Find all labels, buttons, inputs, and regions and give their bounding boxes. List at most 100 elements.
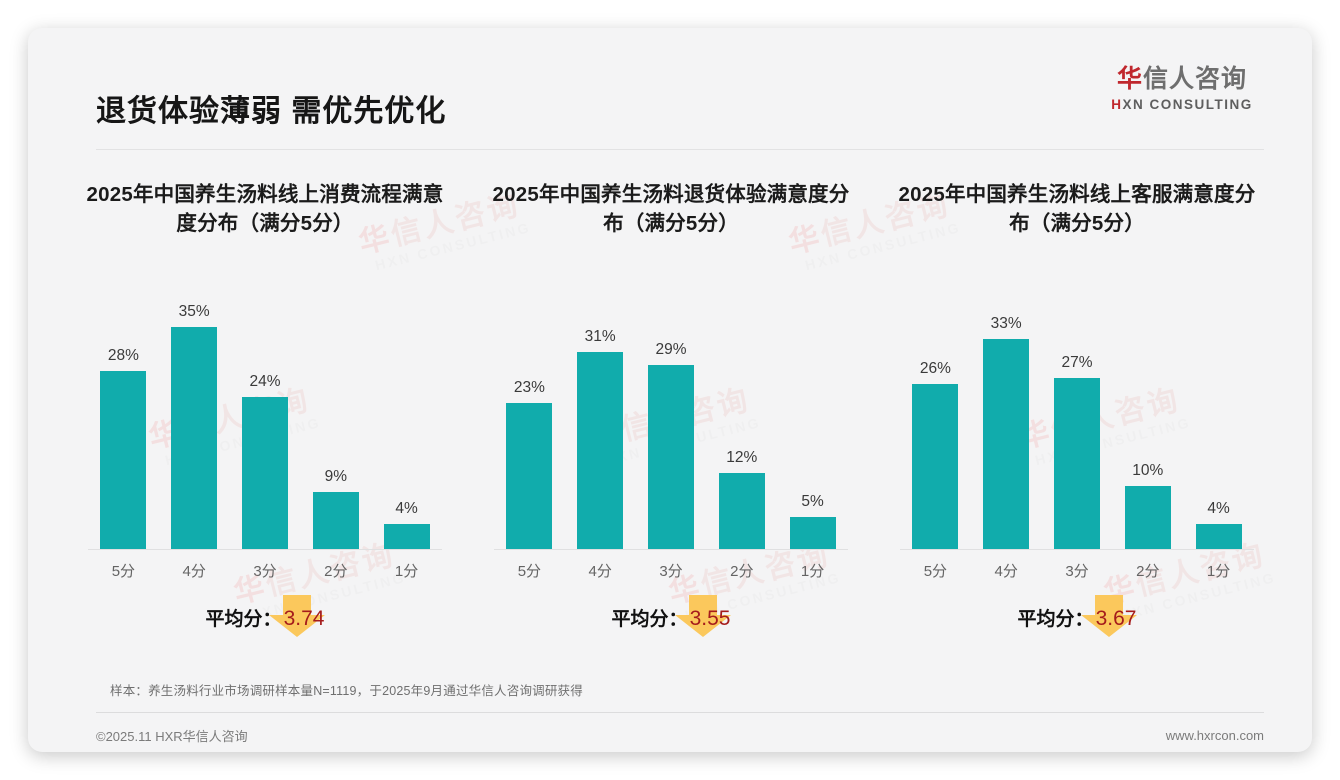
average-score-text: 平均分：3.55 (468, 604, 874, 631)
axis-tick: 3分 (253, 563, 277, 580)
header-divider (96, 149, 1264, 150)
bar-item: 4% (371, 295, 442, 549)
average-score-value: 3.74 (283, 607, 325, 630)
average-score-text: 平均分：3.74 (62, 604, 468, 631)
bar (718, 472, 765, 549)
bar-item: 23% (494, 295, 565, 549)
bar (171, 326, 218, 549)
bar-value-label: 31% (584, 328, 616, 346)
bar-value-label: 10% (1132, 461, 1164, 479)
bar-value-label: 27% (1061, 353, 1093, 371)
slide-footer: ©2025.11 HXR华信人咨询 www.hxrcon.com (96, 721, 1264, 749)
average-score-label: 平均分： (611, 609, 688, 630)
chart-panel-return-experience: 2025年中国养生汤料退货体验满意度分布（满分5分） 23% 31% 29% (468, 180, 874, 680)
average-score-value: 3.67 (1095, 607, 1137, 630)
bar (506, 402, 553, 549)
bar-item: 29% (636, 295, 707, 549)
logo-english-text: HXN CONSULTING (1111, 96, 1253, 112)
axis-tick: 5分 (923, 563, 948, 580)
bar (647, 364, 694, 549)
axis-tick: 5分 (111, 563, 136, 580)
bar-group: 23% 31% 29% 12% (494, 295, 848, 550)
axis-tick: 2分 (324, 563, 348, 580)
bar (983, 339, 1030, 549)
x-axis-ticks: 5分 4分 3分 2分 1分 (494, 550, 848, 581)
copyright-text: ©2025.11 HXR华信人咨询 (96, 728, 248, 744)
chart-panel-consumption-flow: 2025年中国养生汤料线上消费流程满意度分布（满分5分） 28% 35% 24% (62, 180, 468, 680)
x-axis-ticks: 5分 4分 3分 2分 1分 (900, 550, 1254, 581)
axis-tick: 1分 (394, 563, 419, 580)
website-text: www.hxrcon.com (1165, 727, 1264, 743)
bar (312, 491, 359, 549)
axis-tick: 5分 (517, 563, 542, 580)
bar-item: 4% (1183, 295, 1254, 549)
bar (1124, 485, 1171, 549)
axis-tick: 4分 (588, 563, 612, 580)
average-score-block: 平均分：3.55 (468, 595, 874, 637)
bar (383, 523, 430, 549)
bar-item: 31% (565, 295, 636, 549)
charts-row: 2025年中国养生汤料线上消费流程满意度分布（满分5分） 28% 35% 24% (62, 180, 1280, 680)
bar-group: 28% 35% 24% 9% (88, 295, 442, 550)
axis-tick: 3分 (659, 563, 683, 580)
bar-group: 26% 33% 27% 10% (900, 295, 1254, 550)
bar (1053, 377, 1100, 549)
axis-tick: 3分 (1065, 563, 1089, 580)
axis-tick: 4分 (994, 563, 1018, 580)
slide-header: 退货体验薄弱 需优先优化 华信人咨询 HXN CONSULTING (28, 28, 1312, 128)
average-score-value: 3.55 (689, 607, 731, 630)
bar-value-label: 24% (249, 372, 281, 390)
bar-chart-plot: 28% 35% 24% 9% (88, 295, 442, 580)
x-axis-ticks: 5分 4分 3分 2分 1分 (88, 550, 442, 581)
bar-item: 35% (159, 295, 230, 549)
bar-value-label: 4% (1207, 499, 1230, 517)
bar-item: 27% (1042, 295, 1113, 549)
axis-tick: 2分 (730, 563, 754, 580)
source-footnote: 样本：养生汤料行业市场调研样本量N=1119，于2025年9月通过华信人咨询调研… (110, 684, 583, 698)
average-score-block: 平均分：3.67 (874, 595, 1280, 637)
average-score-block: 平均分：3.74 (62, 595, 468, 637)
chart-title: 2025年中国养生汤料退货体验满意度分布（满分5分） (492, 183, 850, 236)
bar-item: 5% (777, 295, 848, 549)
company-logo: 华信人咨询 HXN CONSULTING (1092, 65, 1272, 112)
average-score-label: 平均分： (205, 609, 282, 630)
bar-value-label: 23% (513, 378, 545, 396)
footer-divider (96, 712, 1264, 713)
bar (241, 396, 288, 549)
bar-item: 9% (300, 295, 371, 549)
chart-title: 2025年中国养生汤料线上消费流程满意度分布（满分5分） (86, 183, 444, 236)
bar-chart-plot: 26% 33% 27% 10% (900, 295, 1254, 580)
bar (789, 517, 836, 549)
bar-value-label: 28% (107, 347, 139, 365)
logo-chinese-text: 华信人咨询 (1116, 65, 1248, 93)
bar-item: 10% (1112, 295, 1183, 549)
bar-value-label: 33% (990, 315, 1022, 333)
bar-item: 24% (230, 295, 301, 549)
bar (100, 371, 147, 549)
bar-item: 26% (900, 295, 971, 549)
page-title: 退货体验薄弱 需优先优化 (96, 95, 447, 128)
bar-value-label: 35% (178, 302, 210, 320)
slide-canvas: 华信人咨询 HXN CONSULTING 华信人咨询 HXN CONSULTIN… (28, 28, 1312, 752)
axis-tick: 1分 (800, 563, 825, 580)
bar-value-label: 29% (655, 340, 687, 358)
bar-item: 28% (88, 295, 159, 549)
bar-item: 33% (971, 295, 1042, 549)
axis-tick: 1分 (1206, 563, 1231, 580)
chart-panel-customer-service: 2025年中国养生汤料线上客服满意度分布（满分5分） 26% 33% 27% (874, 180, 1280, 680)
average-score-label: 平均分： (1017, 609, 1094, 630)
bar (1195, 523, 1242, 549)
axis-tick: 4分 (182, 563, 206, 580)
bar-value-label: 12% (726, 448, 758, 466)
bar-value-label: 9% (324, 467, 347, 485)
bar-value-label: 5% (801, 493, 824, 511)
chart-title: 2025年中国养生汤料线上客服满意度分布（满分5分） (898, 183, 1256, 236)
bar-value-label: 4% (395, 499, 418, 517)
bar (912, 383, 959, 549)
average-score-text: 平均分：3.67 (874, 604, 1280, 631)
bar (577, 352, 624, 549)
bar-item: 12% (706, 295, 777, 549)
bar-value-label: 26% (919, 359, 951, 377)
bar-chart-plot: 23% 31% 29% 12% (494, 295, 848, 580)
axis-tick: 2分 (1136, 563, 1160, 580)
